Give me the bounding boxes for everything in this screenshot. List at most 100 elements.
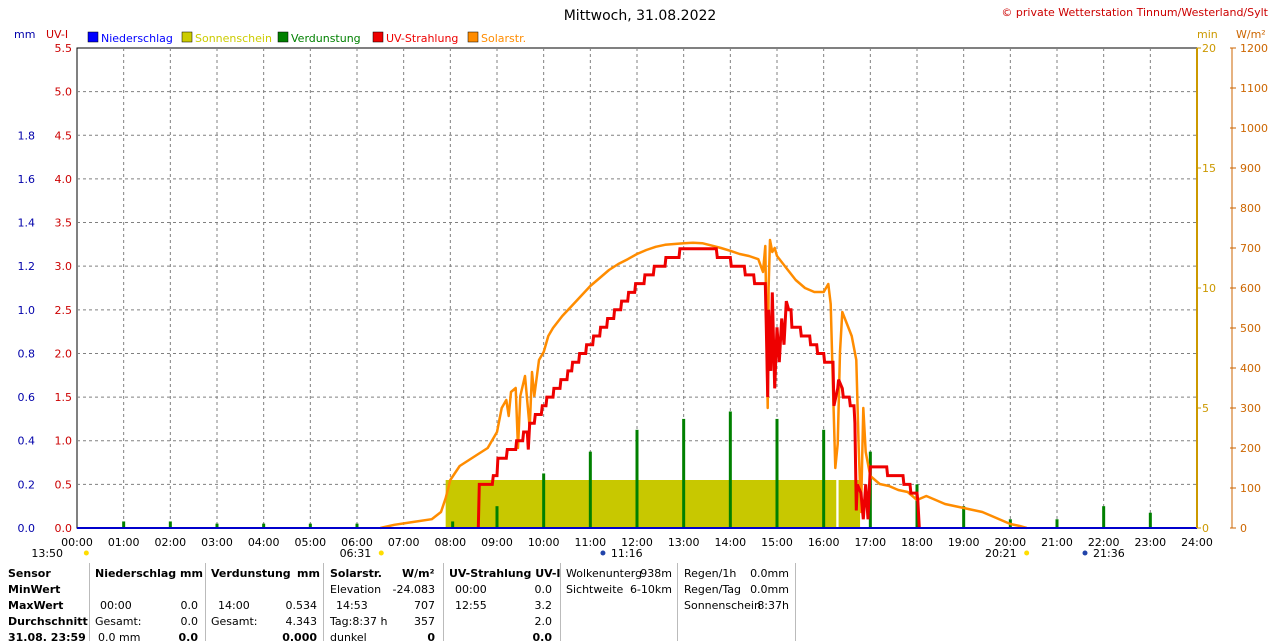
stats-precip-header: Niederschlag (95, 567, 177, 580)
unit-mm: mm (14, 28, 35, 41)
legend-swatch-4 (467, 31, 479, 43)
stats-precip-last-bold: 0.0 (178, 631, 199, 644)
legend-label-0: Niederschlag (101, 32, 173, 45)
stats-evap-unit: mm (297, 567, 320, 580)
stats-row-date: 31.08. 23:59 (8, 631, 86, 644)
copyright-text: © private Wetterstation Tinnum/Westerlan… (1001, 6, 1268, 19)
evap-bar-0 (122, 521, 126, 528)
unit-wm2: W/m² (1236, 28, 1266, 41)
legend-label-3: UV-Strahlung (386, 32, 458, 45)
stats-solar-max-time: 14:53 (336, 599, 368, 612)
y-tick-min: 5 (1202, 402, 1209, 415)
y-tick-wm2: 600 (1240, 282, 1261, 295)
y-tick-mm: 1.4 (18, 217, 36, 230)
legend-label-2: Verdunstung (291, 32, 361, 45)
y-tick-uv: 3.5 (55, 217, 73, 230)
y-tick-min: 10 (1202, 282, 1216, 295)
evap-bar-12 (728, 411, 732, 528)
y-tick-wm2: 300 (1240, 402, 1261, 415)
y-tick-mm: 0.2 (18, 478, 36, 491)
x-tick-label: 23:00 (1134, 536, 1166, 549)
y-tick-wm2: 400 (1240, 362, 1261, 375)
x-tick-label: 17:00 (854, 536, 886, 549)
y-tick-uv: 4.0 (55, 173, 73, 186)
legend-swatch-0 (87, 31, 99, 43)
unit-uvi: UV-I (46, 28, 68, 41)
stats-vis-value: 6-10km (629, 583, 672, 596)
stats-solar-max: 707 (414, 599, 435, 612)
sun-event-label: 21:36 (1093, 547, 1125, 560)
legend-label-1: Sonnenschein (195, 32, 272, 45)
stats-solar-unit: W/m² (402, 567, 435, 580)
y-tick-wm2: 0 (1240, 522, 1247, 535)
x-tick-label: 20:00 (994, 536, 1026, 549)
y-tick-mm: 0.6 (18, 391, 36, 404)
sun-event-marker (1024, 550, 1030, 556)
stats-solar-dark-label: dunkel (330, 631, 367, 644)
stats-rain-h-value: 0.0mm (750, 567, 789, 580)
stats-uv-avg: 2.0 (534, 615, 553, 628)
legend-swatch-2 (277, 31, 289, 43)
x-tick-label: 08:00 (434, 536, 466, 549)
y-tick-uv: 2.0 (55, 347, 73, 360)
stats-solar-elev: -24.083 (392, 583, 435, 596)
stats-evap-last: 0.000 (282, 631, 317, 644)
x-tick-label: 19:00 (948, 536, 980, 549)
x-tick-label: 01:00 (108, 536, 140, 549)
stats-panel: Sensor MinWert MaxWert Durchschnitt 31.0… (0, 560, 1280, 644)
y-tick-wm2: 1100 (1240, 82, 1268, 95)
stats-evap-header: Verdunstung (211, 567, 291, 580)
x-tick-label: 11:00 (574, 536, 606, 549)
chart-grid (76, 47, 1198, 529)
evap-bar-20 (1102, 506, 1106, 528)
stats-uv-last: 0.0 (532, 631, 553, 644)
evap-bar-11 (682, 418, 686, 528)
y-tick-wm2: 700 (1240, 242, 1261, 255)
evap-bar-5 (355, 523, 359, 528)
y-tick-uv: 3.0 (55, 260, 73, 273)
stats-evap-max-time: 14:00 (218, 599, 250, 612)
x-tick-label: 07:00 (388, 536, 420, 549)
evap-bar-1 (168, 521, 172, 528)
evap-bar-19 (1055, 519, 1059, 528)
y-tick-wm2: 200 (1240, 442, 1261, 455)
stats-precip-total: 0.0 (180, 615, 199, 628)
x-tick-label: 24:00 (1181, 536, 1213, 549)
x-tick-label: 15:00 (761, 536, 793, 549)
sunshine-block-0 (445, 480, 837, 528)
stats-precip-total-label: Gesamt: (95, 615, 142, 628)
y-tick-min: 0 (1202, 522, 1209, 535)
evap-bar-3 (262, 523, 266, 528)
y-tick-uv: 2.5 (55, 304, 73, 317)
y-tick-mm: 1.6 (18, 173, 36, 186)
stats-row-max: MaxWert (8, 599, 64, 612)
x-tick-label: 02:00 (154, 536, 186, 549)
sunshine-blocks (445, 480, 861, 528)
stats-rain-d-label: Regen/Tag (684, 583, 741, 596)
stats-cloud-label: Wolkenunterg (566, 567, 643, 580)
legend-label-4: Solarstr. (481, 32, 526, 45)
evap-bar-14 (822, 429, 826, 528)
y-tick-uv: 5.5 (55, 42, 73, 55)
stats-precip-last: 0.0 mm (98, 631, 141, 644)
sun-event-label: 06:31 (340, 547, 372, 560)
x-tick-label: 03:00 (201, 536, 233, 549)
y-tick-uv: 0.0 (55, 522, 73, 535)
stats-row-avg: Durchschnitt (8, 615, 88, 628)
stats-evap-total: 4.343 (285, 615, 318, 628)
stats-sun-label: Sonnenschein (684, 599, 761, 612)
y-tick-mm: 1.2 (18, 260, 36, 273)
y-tick-wm2: 100 (1240, 482, 1261, 495)
chart-title: Mittwoch, 31.08.2022 (564, 8, 717, 24)
stats-precip-max-time: 00:00 (100, 599, 132, 612)
sun-event-marker (1082, 550, 1088, 556)
evap-bar-7 (495, 506, 499, 528)
y-tick-wm2: 1200 (1240, 42, 1268, 55)
evap-bar-2 (215, 523, 219, 528)
x-tick-label: 05:00 (294, 536, 326, 549)
x-tick-label: 04:00 (248, 536, 280, 549)
unit-min: min (1197, 28, 1218, 41)
evap-bar-8 (542, 473, 546, 528)
sun-event-marker (378, 550, 384, 556)
weather-chart: Mittwoch, 31.08.2022 © private Wettersta… (14, 6, 1269, 560)
